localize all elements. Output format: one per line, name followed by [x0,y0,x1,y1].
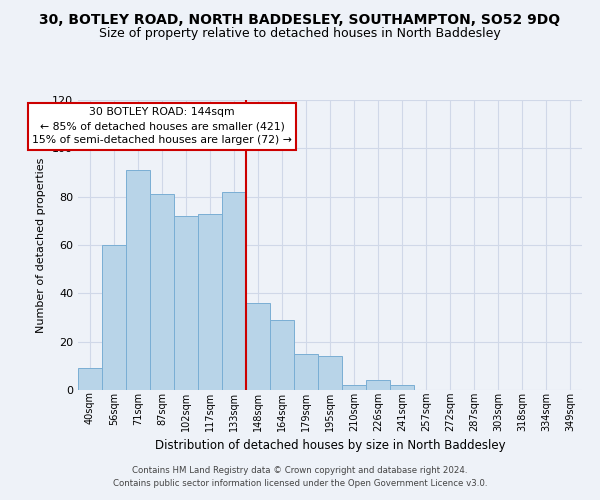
Bar [102,245,126,390]
Bar [390,385,414,390]
Bar [198,214,222,390]
Y-axis label: Number of detached properties: Number of detached properties [37,158,46,332]
Text: 30 BOTLEY ROAD: 144sqm
← 85% of detached houses are smaller (421)
15% of semi-de: 30 BOTLEY ROAD: 144sqm ← 85% of detached… [32,108,292,146]
Bar [342,385,366,390]
Bar [246,303,270,390]
Bar [174,216,198,390]
Bar [222,192,246,390]
Text: Contains HM Land Registry data © Crown copyright and database right 2024.
Contai: Contains HM Land Registry data © Crown c… [113,466,487,487]
X-axis label: Distribution of detached houses by size in North Baddesley: Distribution of detached houses by size … [155,439,505,452]
Bar [318,356,342,390]
Bar [270,320,294,390]
Text: 30, BOTLEY ROAD, NORTH BADDESLEY, SOUTHAMPTON, SO52 9DQ: 30, BOTLEY ROAD, NORTH BADDESLEY, SOUTHA… [40,12,560,26]
Bar [366,380,390,390]
Bar [126,170,150,390]
Text: Size of property relative to detached houses in North Baddesley: Size of property relative to detached ho… [99,28,501,40]
Bar [150,194,174,390]
Bar [294,354,318,390]
Bar [78,368,102,390]
